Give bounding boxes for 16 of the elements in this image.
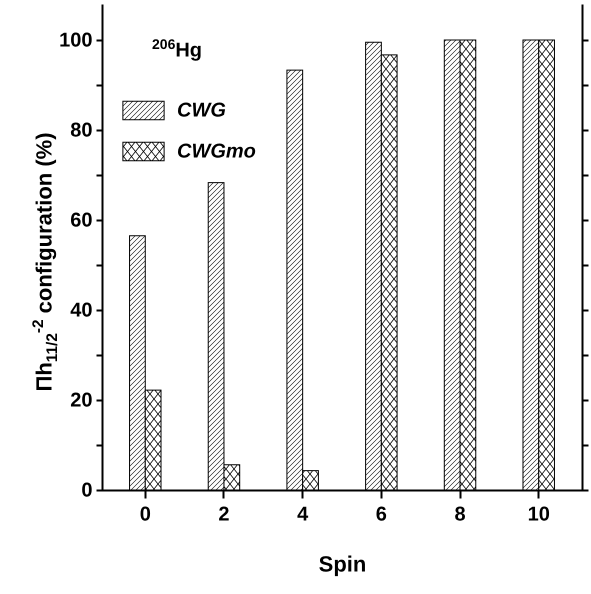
x-tick-label: 2	[218, 504, 230, 526]
y-tick-label: 80	[70, 120, 92, 142]
y-tick-label: 20	[70, 390, 92, 412]
legend-label: CWGmo	[177, 140, 256, 162]
x-tick-label: 8	[454, 504, 466, 526]
y-tick-label: 60	[70, 210, 92, 232]
y-tick-label: 40	[70, 300, 92, 322]
y-tick-label: 0	[81, 480, 92, 502]
annotation: $^{206}$Hg	[152, 36, 202, 63]
x-axis-title: Spin	[318, 552, 366, 576]
legend-label: CWG	[177, 100, 226, 122]
x-tick-label: 0	[140, 504, 151, 526]
x-tick-label: 4	[297, 504, 310, 526]
y-tick-label: 100	[59, 30, 92, 52]
x-tick-label: 10	[528, 504, 550, 526]
x-tick-label: 6	[376, 504, 387, 526]
